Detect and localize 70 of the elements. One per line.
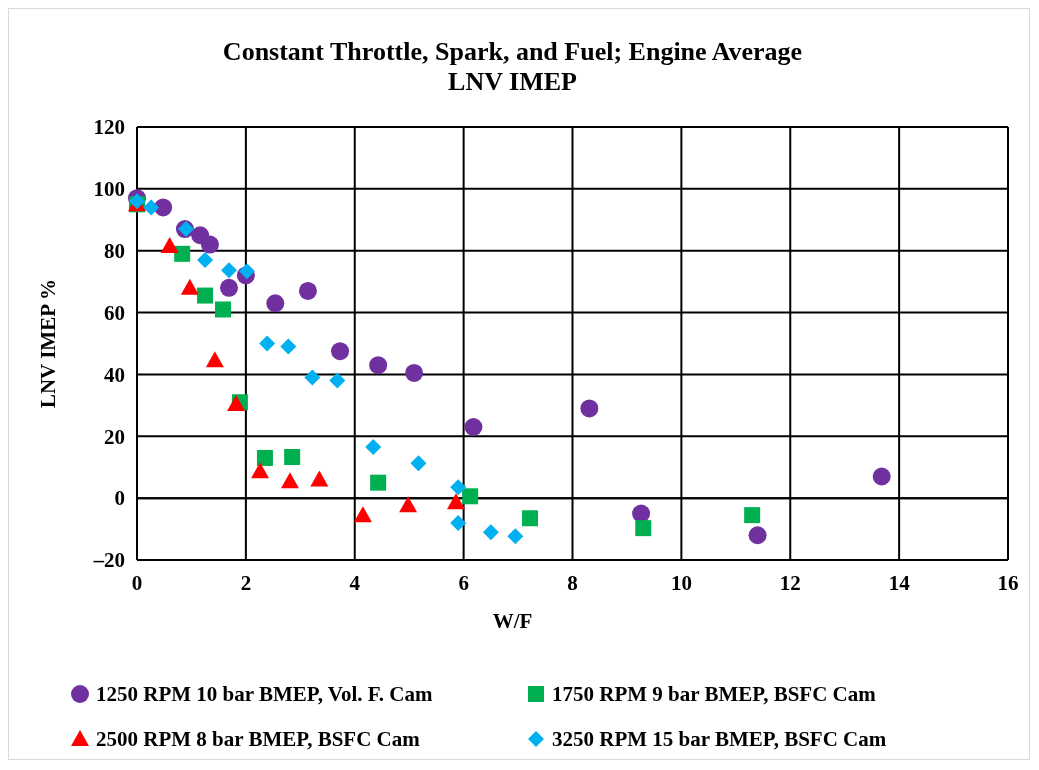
x-tick-label: 14 [888, 571, 911, 595]
point [329, 372, 346, 389]
y-axis-title: LNV IMEP % [36, 278, 60, 409]
x-tick-label: 0 [131, 571, 143, 595]
point [154, 198, 173, 217]
point [405, 363, 424, 382]
legend-label: 3250 RPM 15 bar BMEP, BSFC Cam [552, 727, 887, 752]
point [143, 199, 160, 216]
x-tick-label: 16 [997, 571, 1019, 595]
point [256, 449, 273, 466]
point [221, 262, 237, 279]
x-tick-label: 12 [779, 571, 801, 595]
point [748, 526, 767, 545]
legend-label: 1250 RPM 10 bar BMEP, Vol. F. Cam [96, 682, 433, 707]
x-tick-label: 6 [458, 571, 469, 595]
point [447, 493, 465, 510]
point [215, 301, 232, 318]
point [238, 263, 255, 280]
x-tick-label: 4 [349, 571, 361, 595]
point [399, 496, 418, 513]
point [227, 395, 246, 412]
point [462, 488, 479, 505]
point [284, 449, 301, 466]
legend-label: 2500 RPM 8 bar BMEP, BSFC Cam [96, 727, 421, 752]
point [450, 479, 467, 496]
point [251, 462, 270, 479]
point [331, 342, 350, 361]
point [280, 472, 299, 489]
point [450, 514, 467, 531]
y-tick-label: 100 [93, 177, 125, 202]
point [310, 470, 329, 487]
point [410, 455, 427, 472]
y-tick-label: 20 [104, 424, 125, 449]
point [365, 439, 382, 456]
x-tick-label: 2 [240, 571, 252, 595]
point [522, 510, 539, 527]
point [580, 399, 599, 418]
point [205, 351, 224, 368]
chart-title: Constant Throttle, Spark, and Fuel; Engine Average LNV IMEP [222, 37, 803, 96]
y-tick-label: 120 [93, 115, 125, 140]
point [266, 294, 285, 313]
legend-label: 1750 RPM 9 bar BMEP, BSFC Cam [552, 682, 877, 707]
point [744, 507, 761, 524]
point [174, 245, 191, 262]
point [220, 278, 238, 297]
x-axis-title: W/F [492, 609, 533, 633]
point [353, 506, 372, 523]
point [872, 467, 891, 486]
y-tick-label: 40 [104, 362, 125, 387]
point [369, 356, 388, 375]
point [160, 237, 179, 254]
point [200, 235, 219, 254]
point [180, 278, 199, 295]
point [635, 520, 652, 537]
y-tick-label: –20 [92, 548, 125, 573]
point [507, 528, 524, 545]
point [482, 524, 499, 541]
x-tick-label: 8 [567, 571, 578, 595]
point [280, 338, 297, 355]
y-tick-label: 80 [104, 239, 125, 264]
point [197, 287, 214, 304]
y-tick-label: 0 [114, 486, 125, 511]
point [304, 369, 321, 386]
point [197, 251, 214, 268]
point [298, 281, 317, 300]
y-tick-label: 60 [104, 300, 125, 325]
point [370, 474, 387, 491]
point [259, 335, 276, 352]
x-tick-label: 10 [670, 571, 692, 595]
point [464, 418, 483, 437]
